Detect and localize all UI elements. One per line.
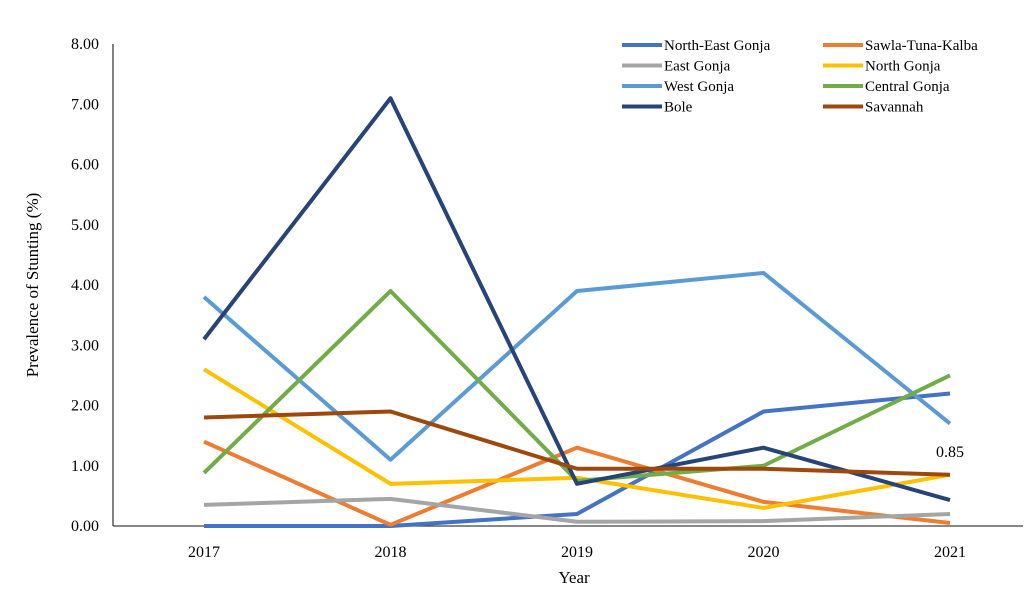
y-tick-label: 3.00	[71, 337, 99, 354]
legend-label: North-East Gonja	[664, 38, 771, 54]
legend-label: Central Gonja	[865, 79, 950, 95]
series-lines	[202, 96, 952, 528]
series-line-north-gonja	[202, 367, 951, 510]
legend-label: Bole	[664, 100, 693, 116]
data-label: 0.85	[936, 444, 964, 461]
y-tick-label: 6.00	[71, 157, 99, 174]
legend-label: North Gonja	[865, 59, 941, 75]
x-axis-title: Year	[558, 568, 590, 587]
series-line-west-gonja	[202, 270, 952, 462]
y-tick-label: 8.00	[71, 36, 99, 53]
legend-label: West Gonja	[664, 79, 734, 95]
series-line-central-gonja	[202, 289, 951, 483]
series-line-savannah	[203, 409, 951, 477]
y-tick-label: 5.00	[71, 217, 99, 234]
legend-label: East Gonja	[664, 59, 731, 75]
y-tick-label: 1.00	[71, 458, 99, 475]
series-line-north-east-gonja	[204, 391, 951, 528]
x-tick-label: 2021	[934, 544, 966, 561]
series-line-bole	[202, 96, 951, 503]
series-line-sawla-tuna-kalba	[203, 439, 951, 527]
y-tick-label: 2.00	[71, 398, 99, 415]
x-tick-label: 2017	[188, 544, 220, 561]
y-tick-label: 0.00	[71, 518, 99, 535]
legend-label: Savannah	[865, 100, 924, 116]
x-tick-label: 2019	[561, 544, 593, 561]
y-tick-label: 7.00	[71, 96, 99, 113]
legend-label: Sawla-Tuna-Kalba	[865, 38, 978, 54]
series-line-east-gonja	[203, 496, 951, 524]
x-tick-label: 2018	[375, 544, 407, 561]
y-axis-title: Prevalence of Stunting (%)	[23, 193, 42, 378]
x-tick-label: 2020	[748, 544, 780, 561]
legend: North-East Gonja Sawla-Tuna-Kalba East Gon…	[622, 38, 978, 116]
y-tick-label: 4.00	[71, 277, 99, 294]
